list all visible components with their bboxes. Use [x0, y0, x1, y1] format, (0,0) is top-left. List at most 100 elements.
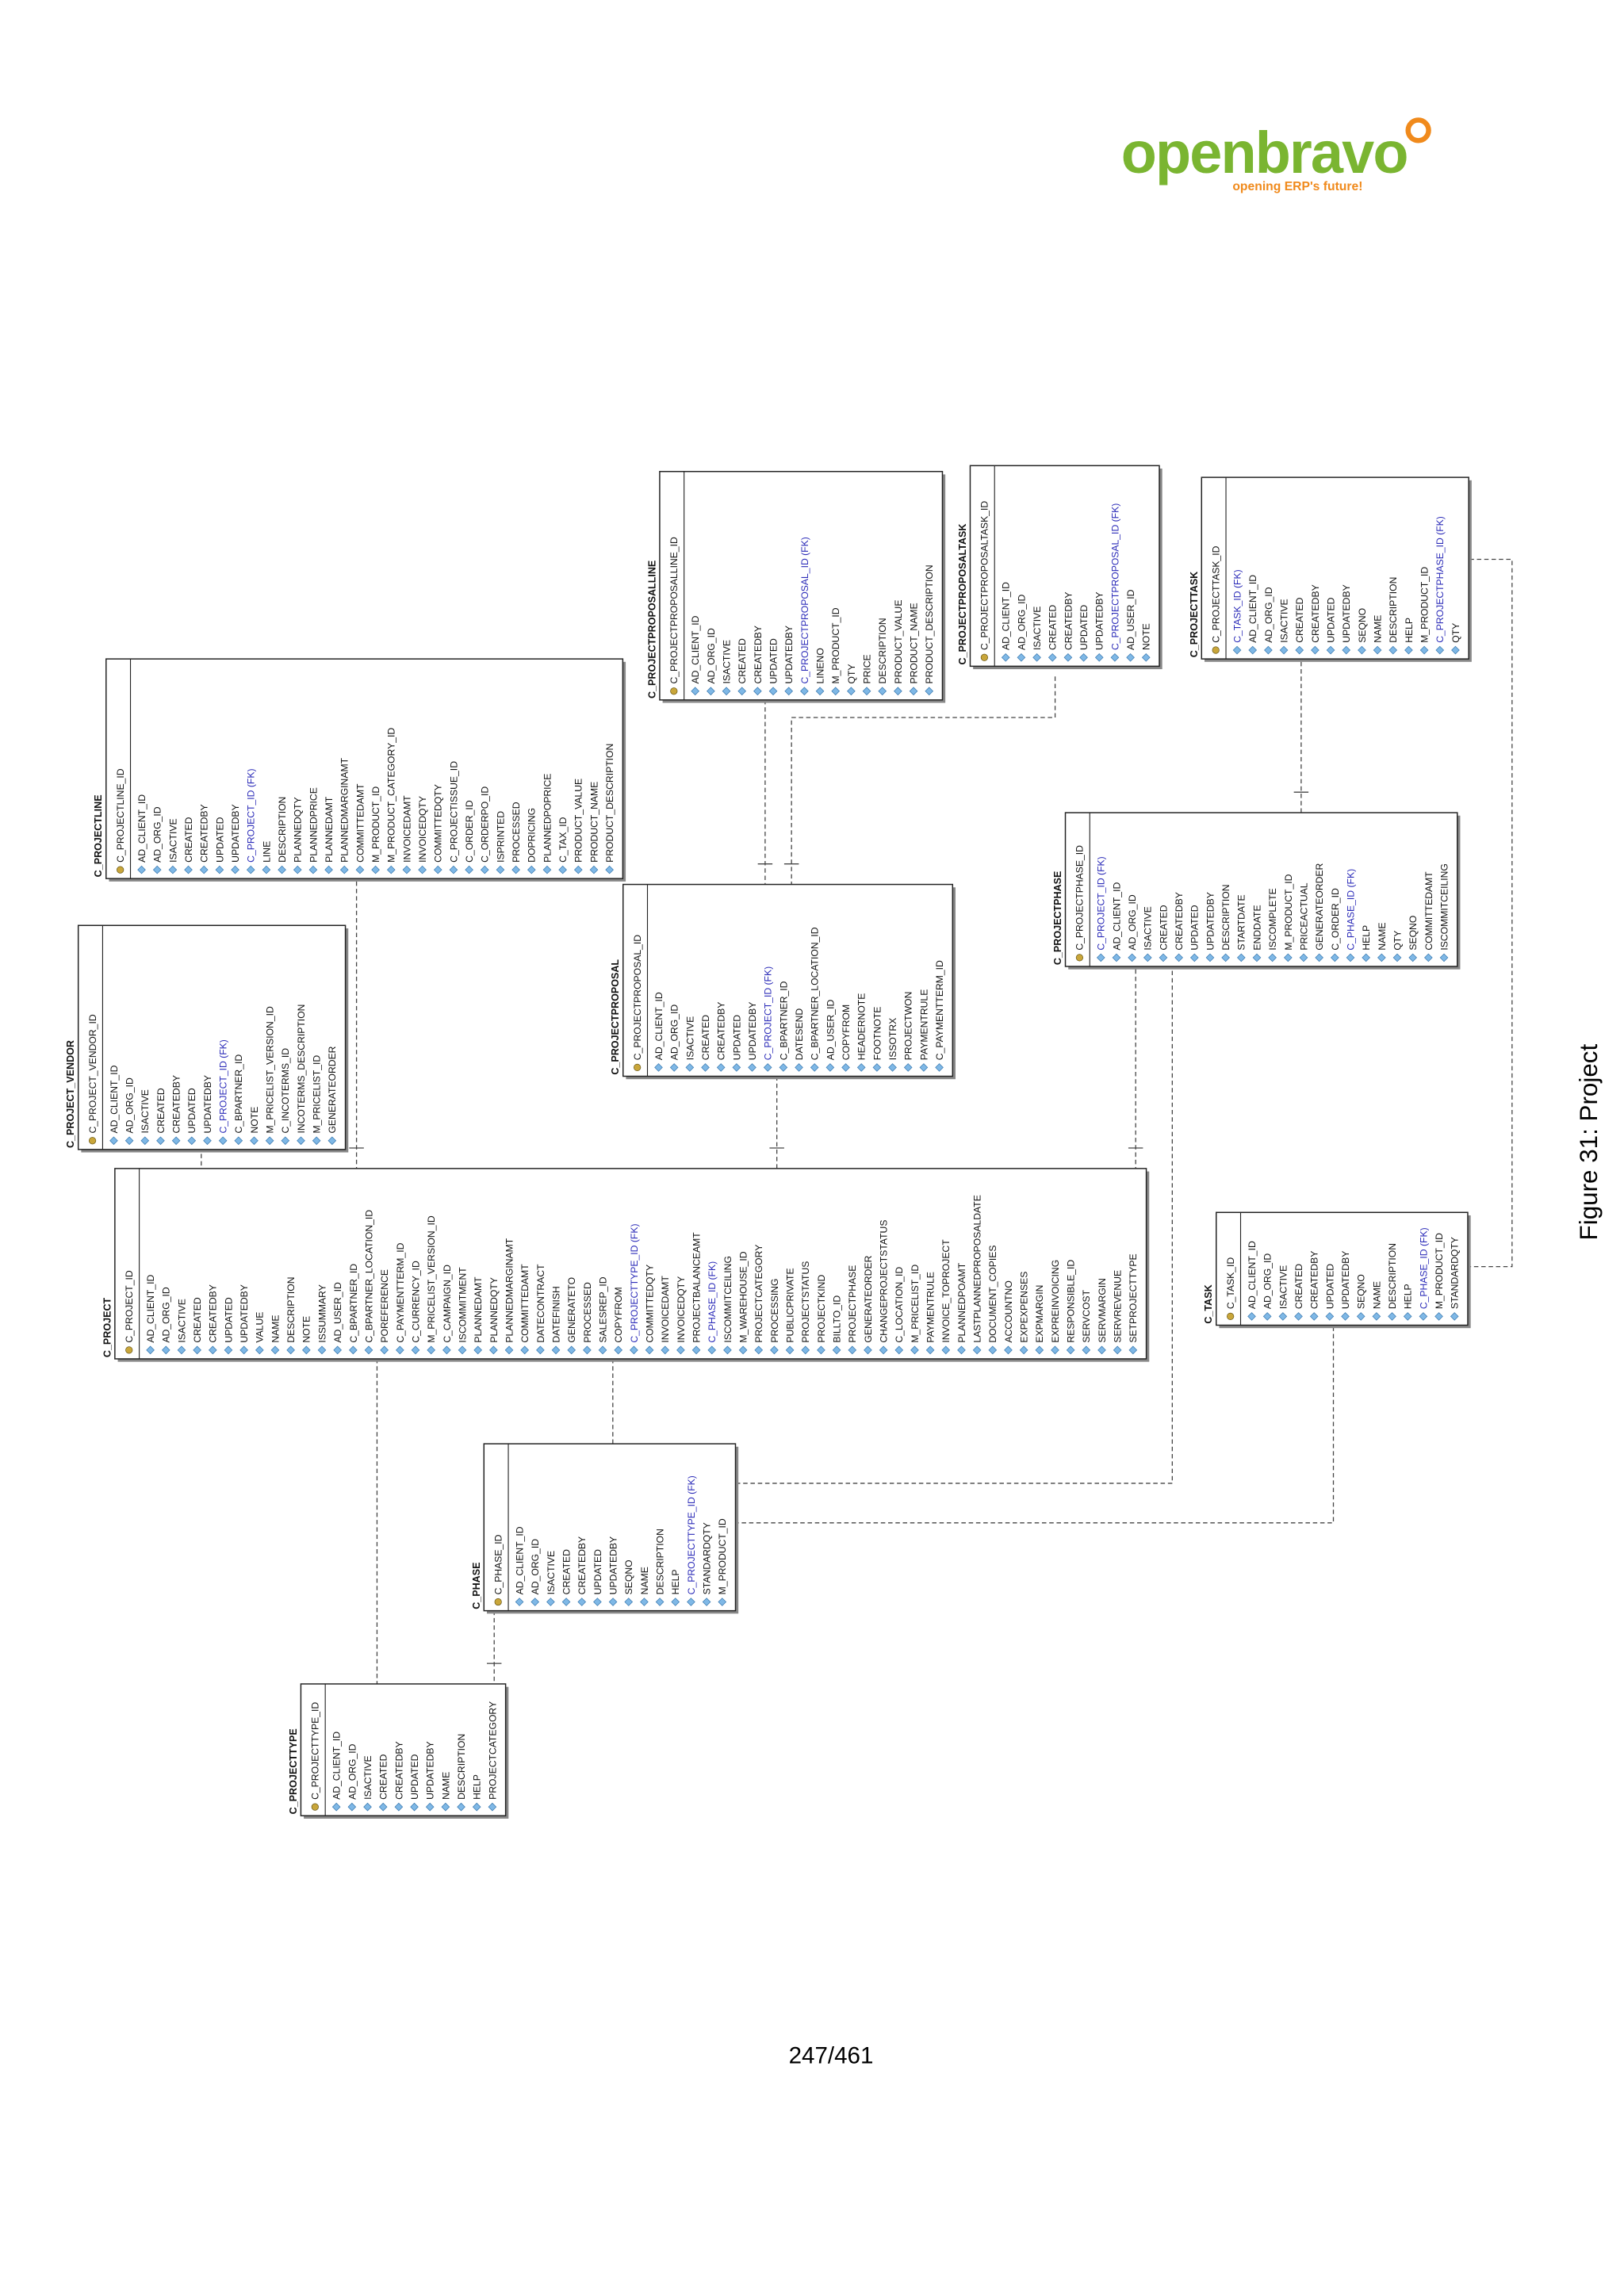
field: M_PRODUCT_ID — [830, 607, 841, 683]
field: CREATED — [1294, 597, 1305, 642]
field-icon — [701, 1063, 710, 1072]
field: UPDATEDBY — [425, 1741, 436, 1799]
entity-title: C_PROJECT_VENDOR — [65, 1040, 76, 1148]
field-icon — [308, 865, 318, 874]
entity: C_PROJECTPROPOSAL C_PROJECTPROPOSAL_ID AD_… — [610, 883, 956, 1080]
field-icon — [815, 687, 825, 696]
field: C_PROJECTTYPE_ID (FK) — [629, 1224, 640, 1343]
field-icon — [1358, 645, 1366, 655]
field-icon — [546, 1598, 555, 1606]
field-icon — [1392, 953, 1402, 962]
field: DATECONTRACT — [535, 1264, 546, 1343]
field-icon — [333, 1345, 342, 1355]
field: ISSOTRX — [887, 1018, 898, 1060]
field: M_PRODUCT_ID — [1283, 874, 1294, 950]
field: C_PHASE_ID (FK) — [707, 1261, 718, 1343]
field: GENERATEORDER — [327, 1046, 338, 1133]
field: CREATEDBY — [1309, 1251, 1320, 1310]
field: M_PRICELIST_ID — [312, 1055, 323, 1134]
field: UPDATED — [214, 817, 225, 862]
field: C_PROJECTPROPOSAL_ID (FK) — [799, 537, 810, 683]
field-icon — [888, 1063, 897, 1072]
relation-line — [1469, 558, 1513, 1268]
field: DESCRIPTION — [1220, 884, 1231, 950]
field-icon — [872, 1063, 882, 1072]
field: PAYMENTRULE — [925, 1272, 936, 1343]
field: SETPROJECTTYPE — [1128, 1253, 1139, 1342]
field-icon — [203, 1136, 212, 1146]
field: GENERATETO — [566, 1277, 577, 1343]
field: C_BPARTNER_ID — [233, 1054, 244, 1134]
entity-title: C_PROJECTLINE — [93, 794, 104, 877]
field: C_PAYMENTTERM_ID — [934, 960, 945, 1060]
field-icon — [1346, 953, 1355, 962]
entity: C_PROJECTPHASE C_PROJECTPHASE_ID C_PROJECT… — [1052, 812, 1461, 970]
key-field: C_PROJECT_VENDOR_ID — [87, 1014, 98, 1133]
field: ISSUMMARY — [316, 1284, 327, 1343]
field: ISPRINTED — [495, 811, 506, 863]
field-icon — [472, 1802, 481, 1812]
field-icon — [324, 865, 333, 874]
field-icon — [1373, 645, 1382, 655]
field-icon — [349, 1345, 358, 1355]
field-icon — [1159, 953, 1168, 962]
field: COMMITTEDAMT — [519, 1264, 530, 1343]
field: AD_CLIENT_ID — [1001, 582, 1012, 650]
field: UPDATEDBY — [1205, 892, 1216, 951]
field: PLANNEDPOAMT — [956, 1262, 967, 1342]
field: LINENO — [814, 648, 825, 683]
field: AD_ORG_ID — [152, 806, 163, 863]
field: PRICEACTUAL — [1298, 882, 1309, 950]
field: PROJECTCATEGORY — [753, 1245, 764, 1343]
field: DESCRIPTION — [1387, 1243, 1398, 1309]
field: COPYFROM — [613, 1287, 624, 1342]
field-icon — [312, 1136, 321, 1146]
field-icon — [1278, 1312, 1288, 1321]
key-field: C_PROJECTPROPOSALTASK_ID — [979, 501, 990, 650]
field-icon — [441, 1802, 450, 1812]
entity: C_PROJECT_VENDOR C_PROJECT_VENDOR_ID AD_CL… — [65, 924, 349, 1153]
field-icon — [442, 1345, 451, 1355]
field-icon — [1419, 645, 1429, 655]
field: INCOTERMS_DESCRIPTION — [296, 1004, 307, 1134]
entity-title: C_PROJECTPROPOSALTASK — [957, 523, 968, 664]
field: C_PROJECT_ID (FK) — [763, 966, 774, 1060]
field-icon — [732, 1063, 741, 1072]
field: C_PAYMENTTERM_ID — [395, 1242, 406, 1342]
field: CREATED — [378, 1754, 389, 1799]
field-icon — [795, 1063, 803, 1072]
field-icon — [1404, 645, 1413, 655]
field-icon — [234, 1136, 243, 1146]
field-icon — [109, 1136, 118, 1146]
field: C_BPARTNER_ID — [348, 1264, 359, 1343]
field-icon — [1017, 652, 1026, 662]
field-icon — [1096, 953, 1105, 962]
field: CREATEDBY — [1310, 584, 1321, 643]
field-icon — [785, 1345, 795, 1355]
field: AD_CLIENT_ID — [1247, 575, 1258, 643]
field: UPDATED — [223, 1297, 234, 1342]
field: C_PHASE_ID (FK) — [1345, 869, 1356, 951]
field: M_PRICELIST_VERSION_ID — [265, 1006, 276, 1134]
field-icon — [1341, 1312, 1350, 1321]
field-icon — [1019, 1345, 1028, 1355]
page-number: 247/461 — [789, 2042, 874, 2068]
field-icon — [278, 865, 286, 874]
field: EXPREINVOICING — [1050, 1260, 1061, 1343]
field: AD_CLIENT_ID — [653, 992, 665, 1060]
field: UPDATEDBY — [783, 626, 795, 684]
field-icon — [457, 1802, 465, 1812]
field-icon — [583, 1345, 592, 1355]
entity-title: C_PROJECTPHASE — [1052, 871, 1063, 966]
entity: C_TASK C_TASK_ID AD_CLIENT_ID AD_ORG_ID ISAC… — [1203, 1211, 1471, 1329]
field-icon — [301, 1345, 311, 1355]
field-icon — [1128, 953, 1136, 962]
field: C_ORDERPO_ID — [480, 786, 491, 863]
field: COMMITTEDAMT — [354, 783, 366, 863]
entity-box — [300, 1683, 507, 1816]
field-icon — [593, 1598, 602, 1606]
entity-box — [1064, 812, 1458, 967]
key-icon — [494, 1598, 502, 1606]
field: ISACTIVE — [1277, 1265, 1289, 1309]
field: C_PHASE_ID (FK) — [1418, 1227, 1429, 1309]
